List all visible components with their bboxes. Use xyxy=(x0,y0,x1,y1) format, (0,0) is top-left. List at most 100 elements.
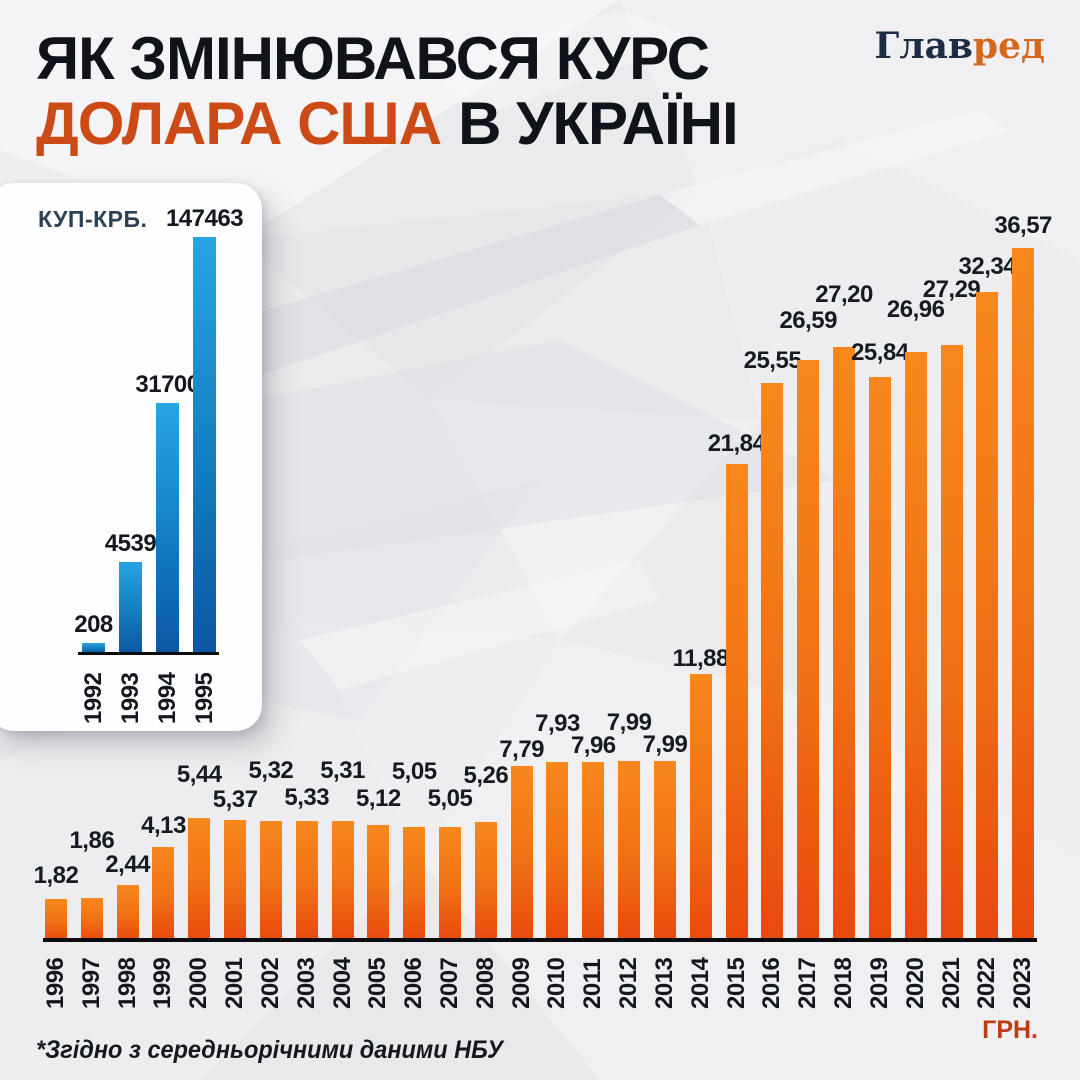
value-label-2015: 21,84 xyxy=(707,429,766,457)
inset-bar-1993 xyxy=(119,562,142,653)
value-label-2019: 25,84 xyxy=(851,338,909,366)
x-tick-2005: 2005 xyxy=(364,957,392,1009)
value-label-2002: 5,32 xyxy=(248,756,294,784)
value-label-2020: 26,96 xyxy=(886,296,945,324)
inset-value-label-1995: 147463 xyxy=(165,205,244,232)
logo-part-orange: ред xyxy=(972,25,1045,67)
bar-2003 xyxy=(295,820,318,940)
bar-2014 xyxy=(689,673,712,940)
x-tick-2015: 2015 xyxy=(722,957,750,1009)
bar-1998 xyxy=(116,885,139,940)
x-tick-2011: 2011 xyxy=(579,958,607,1009)
bar-1996 xyxy=(45,899,67,940)
bar-2021 xyxy=(940,345,963,940)
value-label-2000: 5,44 xyxy=(176,761,222,789)
bar-2022 xyxy=(976,291,999,940)
value-label-2023: 36,57 xyxy=(994,211,1052,239)
inset-chart-axis xyxy=(78,652,219,655)
x-tick-2019: 2019 xyxy=(865,957,893,1009)
inset-bar-1995 xyxy=(193,237,216,653)
x-tick-2022: 2022 xyxy=(973,957,1001,1009)
value-label-2001: 5,37 xyxy=(212,785,258,813)
bar-2007 xyxy=(439,826,462,940)
inset-value-label-1992: 208 xyxy=(74,611,113,638)
value-label-2009: 7,79 xyxy=(499,735,545,763)
x-tick-2002: 2002 xyxy=(256,957,284,1009)
value-label-2010: 7,93 xyxy=(535,710,580,738)
bar-1999 xyxy=(152,847,175,940)
value-label-1999: 4,13 xyxy=(141,812,186,840)
bar-2019 xyxy=(868,376,891,940)
bar-2001 xyxy=(224,819,247,940)
value-label-2022: 32,34 xyxy=(958,252,1017,280)
inset-value-label-1993: 4539 xyxy=(104,530,157,557)
value-label-2005: 5,12 xyxy=(356,785,401,813)
logo-part-dark: Глав xyxy=(874,25,973,67)
inset-value-label-1994: 31700 xyxy=(135,371,200,398)
title-accent-text: ДОЛАРА США xyxy=(36,90,442,157)
bar-2013 xyxy=(653,761,676,940)
main-chart-axis xyxy=(43,938,1037,942)
bar-1997 xyxy=(80,898,103,940)
x-tick-2018: 2018 xyxy=(830,957,858,1009)
x-tick-2010: 2010 xyxy=(543,957,571,1009)
value-label-2006: 5,05 xyxy=(391,757,437,785)
value-label-2016: 25,55 xyxy=(743,347,802,374)
inset-chart-title: КУП-КРБ. xyxy=(38,206,148,232)
x-tick-2008: 2008 xyxy=(471,957,499,1009)
x-tick-2001: 2001 xyxy=(221,957,249,1009)
bar-2011 xyxy=(582,761,605,940)
bar-2018 xyxy=(833,347,856,940)
title-line-2-rest: В УКРАЇНІ xyxy=(458,90,739,157)
title-line-1-text: ЯК ЗМІНЮВАВСЯ КУРС xyxy=(36,25,710,92)
value-label-2011: 7,96 xyxy=(570,731,616,759)
title-line-2: ДОЛАРА США В УКРАЇНІ xyxy=(36,90,739,157)
value-label-2007: 5,05 xyxy=(427,784,473,812)
value-label-1996: 1,82 xyxy=(33,862,79,890)
x-tick-1997: 1997 xyxy=(77,957,105,1009)
bar-2000 xyxy=(188,818,211,940)
bar-2017 xyxy=(797,360,820,940)
value-label-2021: 27,29 xyxy=(922,276,981,304)
x-tick-2009: 2009 xyxy=(507,957,535,1009)
currency-unit-label: ГРН. xyxy=(982,1016,1038,1044)
bar-2002 xyxy=(259,820,282,940)
bar-2020 xyxy=(904,352,927,940)
value-label-2004: 5,31 xyxy=(320,757,365,785)
x-tick-2003: 2003 xyxy=(292,957,320,1009)
inset-bar-1992 xyxy=(82,643,105,653)
value-label-1997: 1,86 xyxy=(69,827,115,855)
value-label-1998: 2,44 xyxy=(105,851,150,879)
x-tick-2000: 2000 xyxy=(185,957,213,1009)
x-tick-2012: 2012 xyxy=(615,957,643,1009)
inset-bar-1994 xyxy=(156,403,179,653)
value-label-2013: 7,99 xyxy=(642,731,688,759)
title-line-1: ЯК ЗМІНЮВАВСЯ КУРС xyxy=(36,26,738,91)
bar-2004 xyxy=(331,821,354,940)
x-tick-1999: 1999 xyxy=(149,957,177,1009)
bar-2008 xyxy=(474,822,497,940)
bar-2012 xyxy=(618,761,641,940)
x-tick-2021: 2021 xyxy=(937,957,965,1009)
x-tick-2023: 2023 xyxy=(1009,957,1037,1009)
page-title: ЯК ЗМІНЮВАВСЯ КУРС ДОЛАРА США В УКРАЇНІ xyxy=(36,26,739,157)
x-tick-2014: 2014 xyxy=(686,957,714,1009)
x-tick-2013: 2013 xyxy=(650,957,678,1009)
x-tick-1998: 1998 xyxy=(113,957,141,1009)
value-label-2008: 5,26 xyxy=(463,762,509,790)
x-tick-1996: 1996 xyxy=(42,957,69,1009)
x-tick-2020: 2020 xyxy=(901,957,929,1009)
value-label-2014: 11,88 xyxy=(672,644,730,672)
source-note: *Згідно з середньорічними даними НБУ xyxy=(36,1036,504,1064)
value-label-2018: 27,20 xyxy=(815,281,873,309)
bar-2016 xyxy=(761,383,784,940)
x-tick-2017: 2017 xyxy=(794,957,822,1009)
bar-2023 xyxy=(1012,247,1035,940)
bar-2010 xyxy=(546,762,569,940)
x-tick-2006: 2006 xyxy=(400,957,428,1009)
bar-2015 xyxy=(725,463,748,940)
value-label-2003: 5,33 xyxy=(284,783,330,811)
